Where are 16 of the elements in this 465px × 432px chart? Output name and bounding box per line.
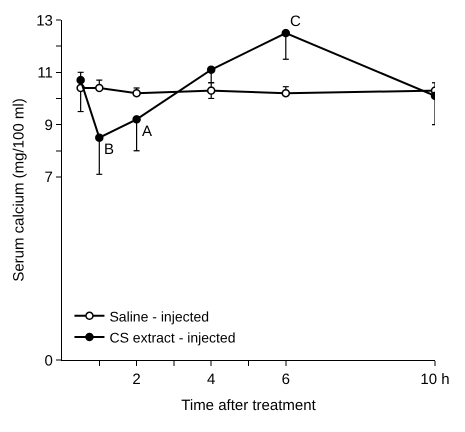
x-axis-title: Time after treatment: [181, 397, 317, 414]
annotation: C: [290, 13, 301, 30]
annotation: A: [142, 123, 152, 140]
legend-label: CS extract - injected: [109, 329, 236, 346]
x-tick-label: 4: [207, 371, 216, 388]
legend-label: Saline - injected: [109, 308, 210, 324]
y-axis-title: Serum calcium (mg/100 ml): [10, 98, 28, 282]
y-tick-label: 0: [44, 352, 53, 370]
y-tick-label: 11: [37, 64, 53, 82]
annotation: B: [104, 141, 114, 158]
x-tick-label: 6: [282, 371, 290, 388]
x-tick-label: 2: [132, 371, 141, 388]
y-tick-label: 7: [44, 169, 53, 186]
y-tick-label: 13: [36, 12, 53, 30]
y-tick-label: 9: [44, 116, 53, 134]
x-tick-label: 10 h: [420, 371, 450, 388]
